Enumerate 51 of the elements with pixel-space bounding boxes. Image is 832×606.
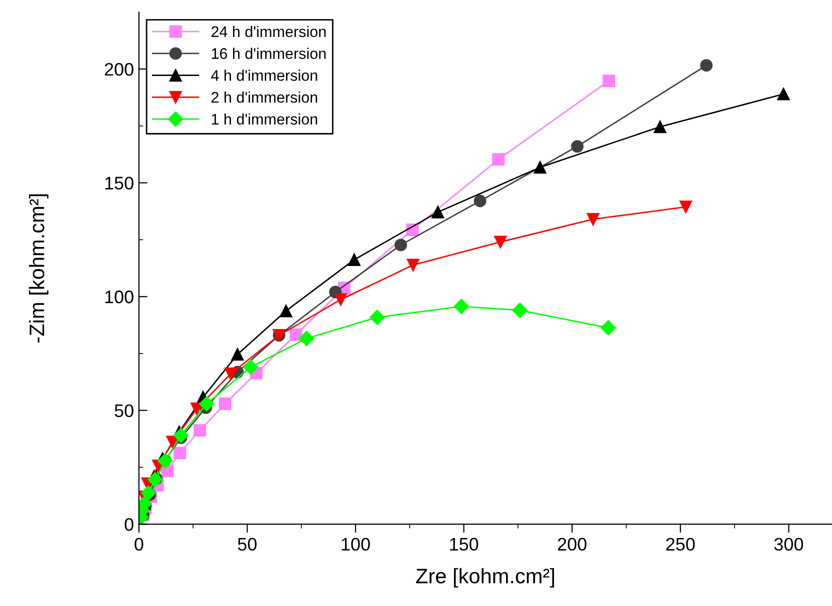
y-tick-label: 0 (124, 518, 134, 531)
y-tick-label: 100 (105, 290, 134, 304)
x-tick-label: 300 (774, 538, 804, 551)
point (174, 446, 186, 460)
legend-label: 24 h d'immersion (212, 26, 326, 38)
point (680, 200, 692, 214)
x-tick-label: 250 (666, 538, 695, 551)
point (700, 59, 713, 72)
point (602, 74, 616, 88)
y-tick-label: 150 (105, 176, 134, 190)
point (432, 206, 444, 218)
point (199, 396, 214, 412)
y-tick-label: 50 (114, 404, 134, 418)
point (394, 238, 408, 252)
legend-label: 2 h d'immersion (212, 92, 318, 103)
x-tick-label: 0 (134, 538, 144, 551)
x-tick-label: 50 (238, 538, 257, 551)
y-axis-title: -Zim [kohm.cm²] (28, 194, 48, 342)
point (334, 293, 348, 306)
point (654, 120, 666, 134)
x-tick-label: 100 (342, 538, 370, 551)
point (534, 161, 546, 174)
x-tick-label: 200 (558, 538, 586, 551)
point (280, 304, 292, 318)
point (173, 428, 189, 443)
point (148, 472, 163, 488)
x-axis-title: Zre [kohm.cm²] (416, 568, 554, 588)
point (406, 258, 420, 272)
point (454, 298, 469, 314)
point (299, 330, 314, 346)
legend-label: 16 h d'immersion (212, 48, 326, 59)
point (224, 368, 238, 380)
legend-label: 4 h d'immersion (211, 70, 318, 81)
point (231, 348, 244, 361)
point (474, 194, 486, 208)
point (512, 302, 528, 318)
point (290, 328, 302, 341)
point (243, 360, 258, 375)
y-tick-label: 200 (104, 62, 134, 76)
point (571, 140, 584, 153)
point (370, 310, 385, 325)
point (600, 320, 616, 336)
point (194, 424, 206, 437)
point (586, 212, 600, 226)
point (777, 88, 790, 100)
point (218, 398, 232, 410)
point (492, 153, 505, 166)
x-tick-label: 150 (450, 538, 478, 551)
point (348, 253, 360, 266)
point (494, 236, 507, 248)
legend-label: 1 h d'immersion (212, 113, 318, 125)
